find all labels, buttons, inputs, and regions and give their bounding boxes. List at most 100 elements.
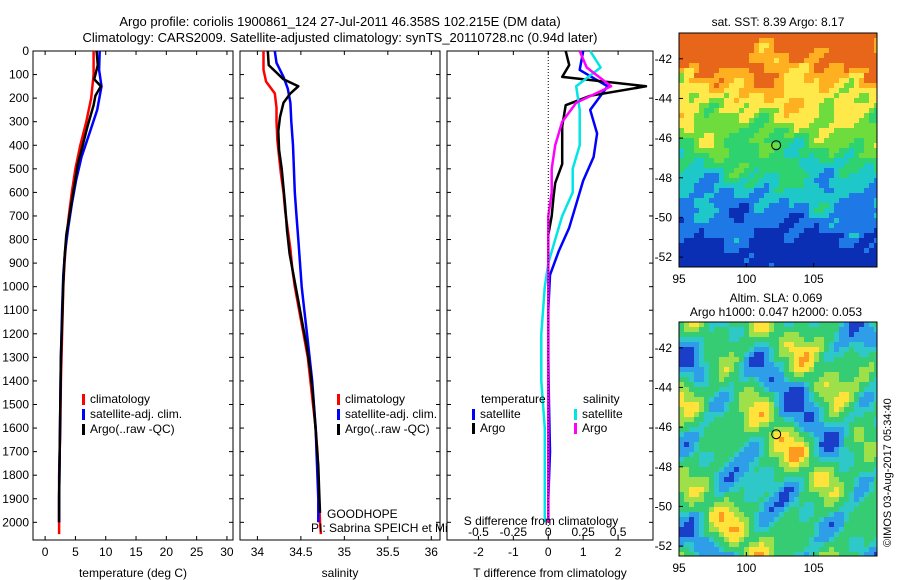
sst_map-cell (699, 238, 705, 244)
sla_map-cell (809, 537, 815, 543)
sla_map-cell (699, 497, 705, 503)
sst_map-cell (874, 88, 878, 94)
sla_map-cell (834, 327, 840, 333)
sla_map-cell (864, 487, 870, 493)
sst_map-cell (699, 68, 705, 74)
sst_map-cell (734, 208, 740, 214)
sla_map-cell (809, 402, 815, 408)
sla_map-cell (854, 432, 860, 438)
sla_map-cell (684, 407, 690, 413)
sla_map-cell (734, 502, 740, 508)
sla_map-cell (854, 552, 860, 557)
sla_map-cell (804, 442, 810, 448)
sla_map-cell (829, 507, 835, 513)
sst_map-cell (859, 178, 865, 184)
sst_map-cell (754, 118, 760, 124)
sla_map-cell (834, 367, 840, 373)
sst_map-cell (729, 248, 735, 254)
sla_map-cell (729, 412, 735, 418)
sst_map-cell (704, 103, 710, 109)
sst_map-cell (739, 163, 745, 169)
sla_map-cell (804, 477, 810, 483)
sst_map-cell (689, 248, 695, 254)
sla_map-cell (729, 432, 735, 438)
sla_map-cell (779, 447, 785, 453)
sst_map-cell (854, 128, 860, 134)
sla_map-cell (854, 537, 860, 543)
sla_map-cell (704, 502, 710, 508)
sst_map-cell (724, 78, 730, 84)
sst_map-cell (794, 108, 800, 114)
sst_map-cell (689, 138, 695, 144)
sst_map-cell (799, 148, 805, 154)
sst_map-cell (714, 83, 720, 89)
sst_map-cell (779, 108, 785, 114)
sla_map-cell (749, 397, 755, 403)
sst_map-cell (724, 63, 730, 69)
sla_map-cell (809, 542, 815, 548)
sla_map-cell (854, 352, 860, 358)
sla_map-cell (869, 437, 875, 443)
sst_map-cell (769, 218, 775, 224)
sst_map-cell (704, 43, 710, 49)
sst_map-cell (814, 208, 820, 214)
sla_map-cell (719, 497, 725, 503)
sla_map-cell (719, 362, 725, 368)
sst_map-cell (804, 163, 810, 169)
sst_map-cell (859, 243, 865, 249)
sst_map-cell (699, 223, 705, 229)
sst_map-cell (839, 123, 845, 129)
difference-legend-swatch (574, 423, 577, 434)
sla_map-cell (814, 342, 820, 348)
sla_map-cell (839, 392, 845, 398)
sla_map-cell (804, 347, 810, 353)
sla_map-cell (689, 477, 695, 483)
sst_map-cell (749, 178, 755, 184)
sst_map-cell (679, 233, 685, 239)
sla_map-cell (734, 467, 740, 473)
sla_map-cell (819, 417, 825, 423)
sla_map-cell (779, 407, 785, 413)
sla_map-cell (679, 457, 685, 463)
sst_map-cell (709, 118, 715, 124)
sst_map-cell (794, 263, 800, 268)
sst_map-cell (869, 128, 875, 134)
sla_map-cell (714, 487, 720, 493)
sla_map-cell (789, 402, 795, 408)
sla_map-cell (854, 362, 860, 368)
sst_map-cell (749, 153, 755, 159)
sst_map-cell (729, 158, 735, 164)
sst_map-cell (859, 63, 865, 69)
sst_map-cell (859, 168, 865, 174)
sst_map-cell (699, 53, 705, 59)
sst_map-cell (744, 103, 750, 109)
sla_map-cell (794, 452, 800, 458)
sla_map-cell (794, 407, 800, 413)
sst_map-cell (719, 218, 725, 224)
sst_map-cell (729, 153, 735, 159)
sla_map-cell (794, 442, 800, 448)
sst_map-cell (699, 128, 705, 134)
sla_map-cell (719, 342, 725, 348)
sst_map-cell (679, 248, 685, 254)
sst_map-cell (769, 153, 775, 159)
sst_map-cell (734, 233, 740, 239)
sla_map-cell (704, 442, 710, 448)
sst_map-cell (819, 43, 825, 49)
sla_map-cell (829, 352, 835, 358)
sst_map-cell (814, 198, 820, 204)
sla_map-cell (679, 327, 685, 333)
sst_map-cell (699, 258, 705, 264)
sst_map-cell (699, 78, 705, 84)
sla_map-cell (819, 487, 825, 493)
sst_map-cell (739, 118, 745, 124)
sst_map-cell (749, 203, 755, 209)
sst_map-cell (759, 48, 765, 54)
sst_map-cell (769, 238, 775, 244)
sla_map-cell (814, 507, 820, 513)
sst_map-cell (804, 233, 810, 239)
sst_map-cell (784, 58, 790, 64)
sst_map-cell (719, 88, 725, 94)
sst_map-cell (829, 208, 835, 214)
sla_map-cell (834, 347, 840, 353)
